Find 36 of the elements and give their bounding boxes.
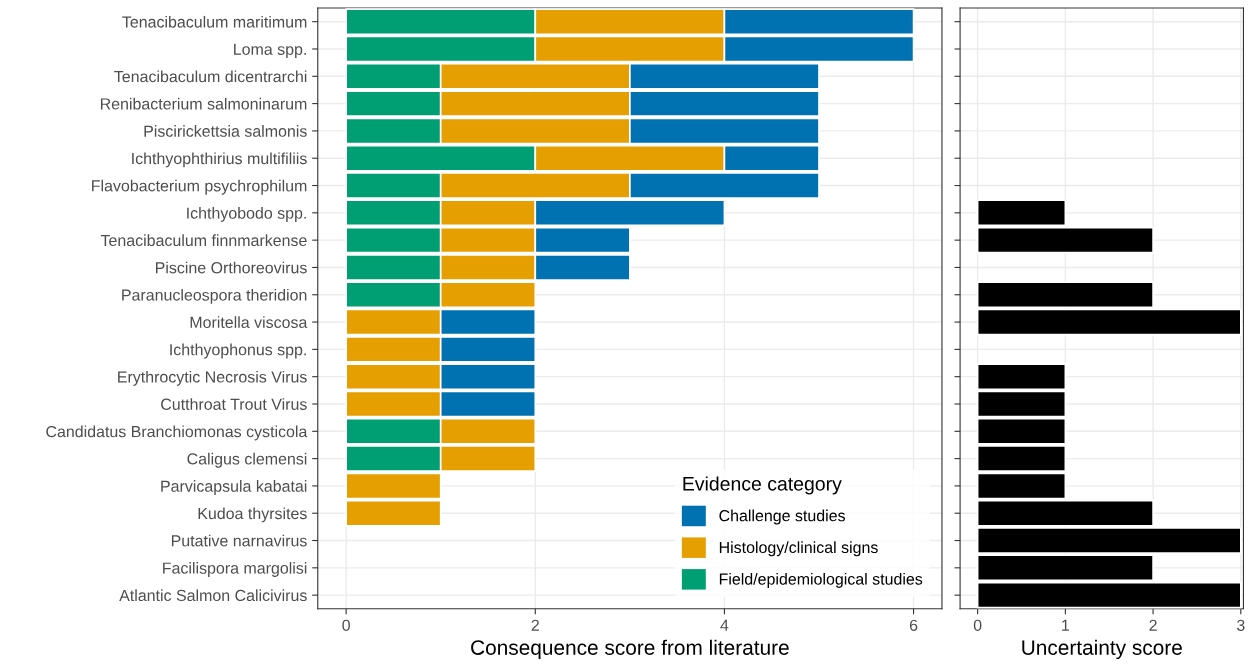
y-tick-label: Ichthyophthirius multifiliis bbox=[132, 152, 307, 168]
y-tick-label: Cutthroat Trout Virus bbox=[161, 398, 307, 410]
y-tick-label: Renibacterium salmoninarum bbox=[100, 97, 307, 110]
y-tick-label: Parvicapsula kabatai bbox=[161, 480, 307, 496]
y-tick-label: Erythrocytic Necrosis Virus bbox=[118, 370, 307, 386]
y-tick-label: Flavobacterium psychrophilum bbox=[92, 179, 307, 195]
x-tick-label: 2 bbox=[531, 619, 539, 631]
y-tick-label: Facilispora margolisi bbox=[163, 562, 307, 577]
x-tick-label: 1 bbox=[1062, 619, 1070, 631]
x-axis-title: Uncertainty score bbox=[1022, 639, 1182, 660]
y-tick-label: Candidatus Branchiomonas cysticola bbox=[46, 425, 308, 441]
y-tick-label: Paranucleospora theridion bbox=[122, 288, 307, 304]
y-tick-label: Piscine Orthoreovirus bbox=[155, 261, 307, 274]
x-axis-title: Consequence score from literature bbox=[471, 639, 789, 660]
y-tick-label: Tenacibaculum finnmarkense bbox=[100, 234, 307, 247]
y-tick-label: Kudoa thyrsites bbox=[198, 507, 307, 523]
legend-label: Field/epidemiological studies bbox=[719, 573, 923, 588]
x-tick-label: 6 bbox=[909, 619, 918, 631]
legend-title: Evidence category bbox=[683, 476, 842, 495]
y-tick-label: Tenacibaculum maritimum bbox=[122, 15, 307, 28]
legend-label: Challenge studies bbox=[719, 509, 845, 525]
x-tick-label: 4 bbox=[720, 619, 729, 631]
x-tick-label: 0 bbox=[342, 619, 350, 631]
y-tick-label: Caligus clemensi bbox=[187, 452, 307, 468]
x-tick-label: 0 bbox=[973, 619, 982, 631]
legend-label: Histology/clinical signs bbox=[719, 541, 878, 557]
x-tick-label: 3 bbox=[1236, 619, 1245, 631]
x-tick-label: 2 bbox=[1149, 619, 1157, 631]
y-tick-label: Loma spp. bbox=[234, 43, 306, 59]
y-tick-label: Tenacibaculum dicentrarchi bbox=[114, 70, 307, 83]
y-tick-label: Ichthyobodo spp. bbox=[187, 207, 306, 222]
y-tick-label: Putative narnavirus bbox=[171, 534, 307, 547]
y-tick-label: Moritella viscosa bbox=[190, 316, 308, 329]
y-tick-label: Piscirickettsia salmonis bbox=[144, 125, 307, 137]
y-tick-label: Ichthyophonus spp. bbox=[170, 343, 306, 359]
y-tick-label: Atlantic Salmon Calicivirus bbox=[119, 589, 307, 602]
